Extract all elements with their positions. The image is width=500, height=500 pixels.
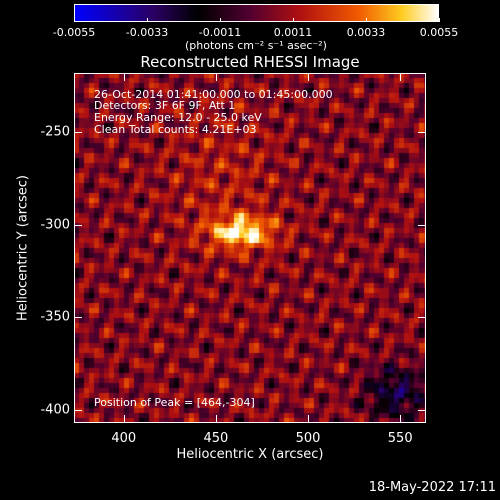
y-tick (418, 410, 426, 411)
colorbar-tick (74, 18, 75, 22)
y-tick (418, 225, 426, 226)
x-tick-label: 550 (387, 431, 413, 446)
x-tick (124, 415, 125, 423)
x-tick (308, 415, 309, 423)
y-tick-label: -300 (40, 217, 70, 233)
colorbar-units: (photons cm⁻² s⁻¹ asec⁻²) (185, 39, 327, 52)
heatmap-plot (74, 73, 426, 423)
colorbar-tick-label: -0.0011 (198, 26, 242, 39)
colorbar-tick (293, 18, 294, 22)
colorbar-tick-label: 0.0033 (346, 26, 386, 39)
peak-position-label: Position of Peak = [464,-304] (94, 396, 255, 409)
colorbar-tick (220, 18, 221, 22)
timestamp: 18-May-2022 17:11 (368, 480, 496, 495)
x-tick (308, 73, 309, 81)
colorbar-tick-label: -0.0055 (52, 26, 96, 39)
y-tick-label: -250 (40, 124, 70, 140)
y-tick (418, 317, 426, 318)
annotation-time: 26-Oct-2014 01:41:00.000 to 01:45:00.000 (94, 88, 333, 101)
y-tick-label: -400 (40, 402, 70, 418)
colorbar-tick (366, 18, 367, 22)
chart-title: Reconstructed RHESSI Image (140, 53, 360, 71)
y-tick (418, 132, 426, 133)
x-axis-label: Heliocentric X (arcsec) (176, 447, 324, 462)
x-tick (400, 73, 401, 81)
colorbar-tick (439, 18, 440, 22)
y-axis-label: Heliocentric Y (arcsec) (15, 175, 31, 321)
y-tick-label: -350 (40, 309, 70, 325)
colorbar-tick (147, 18, 148, 22)
x-tick-label: 450 (203, 431, 229, 446)
annotation-clean: Clean Total counts: 4.21E+03 (94, 123, 257, 136)
x-tick-label: 400 (111, 431, 137, 446)
y-tick (74, 225, 82, 226)
annotation-energy: Energy Range: 12.0 - 25.0 keV (94, 111, 262, 124)
y-tick (74, 317, 82, 318)
x-tick (124, 73, 125, 81)
colorbar-tick-label: -0.0033 (125, 26, 169, 39)
colorbar (74, 4, 439, 22)
colorbar-tick-label: 0.0011 (273, 26, 313, 39)
x-tick-label: 500 (295, 431, 321, 446)
colorbar-tick-label: 0.0055 (419, 26, 459, 39)
y-tick (74, 132, 82, 133)
heatmap-image (74, 73, 426, 423)
y-tick (74, 410, 82, 411)
annotation-detectors: Detectors: 3F 6F 9F, Att 1 (94, 99, 236, 112)
x-tick (400, 415, 401, 423)
plot-frame (74, 73, 426, 423)
x-tick (216, 73, 217, 81)
x-tick (216, 415, 217, 423)
